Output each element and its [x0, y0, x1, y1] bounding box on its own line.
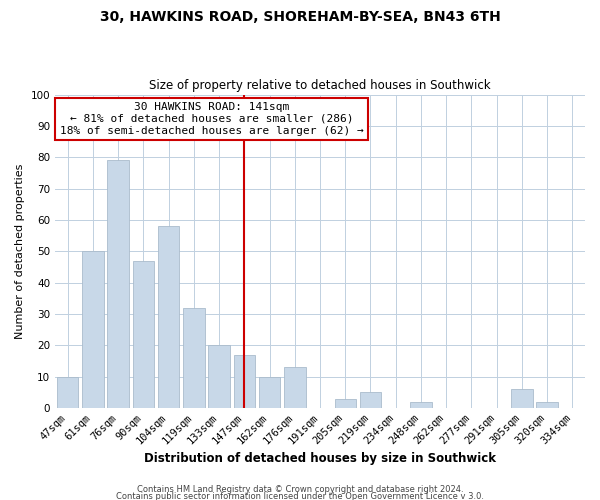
- Bar: [233, 354, 255, 408]
- Text: Contains public sector information licensed under the Open Government Licence v : Contains public sector information licen…: [116, 492, 484, 500]
- Text: Contains HM Land Registry data © Crown copyright and database right 2024.: Contains HM Land Registry data © Crown c…: [137, 485, 463, 494]
- Bar: [158, 226, 179, 408]
- Bar: [208, 346, 230, 408]
- Title: Size of property relative to detached houses in Southwick: Size of property relative to detached ho…: [149, 79, 491, 92]
- Bar: [107, 160, 129, 408]
- X-axis label: Distribution of detached houses by size in Southwick: Distribution of detached houses by size …: [144, 452, 496, 465]
- Bar: [360, 392, 381, 408]
- Bar: [511, 389, 533, 408]
- Bar: [410, 402, 431, 408]
- Bar: [259, 376, 280, 408]
- Bar: [57, 376, 79, 408]
- Bar: [133, 260, 154, 408]
- Bar: [82, 252, 104, 408]
- Y-axis label: Number of detached properties: Number of detached properties: [15, 164, 25, 339]
- Bar: [284, 367, 305, 408]
- Bar: [335, 398, 356, 408]
- Text: 30, HAWKINS ROAD, SHOREHAM-BY-SEA, BN43 6TH: 30, HAWKINS ROAD, SHOREHAM-BY-SEA, BN43 …: [100, 10, 500, 24]
- Bar: [536, 402, 558, 408]
- Bar: [183, 308, 205, 408]
- Text: 30 HAWKINS ROAD: 141sqm
← 81% of detached houses are smaller (286)
18% of semi-d: 30 HAWKINS ROAD: 141sqm ← 81% of detache…: [59, 102, 363, 136]
